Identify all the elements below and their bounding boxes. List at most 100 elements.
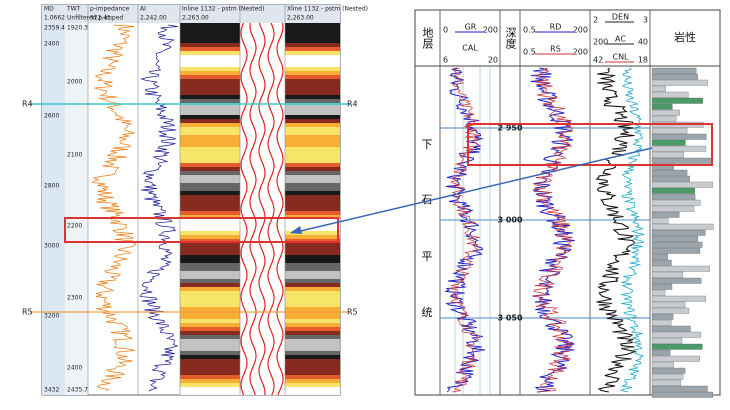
md-label: 3432	[44, 387, 59, 394]
seismic-band	[180, 335, 240, 339]
seismic-band	[285, 83, 340, 87]
strata-char: 统	[422, 306, 433, 319]
seismic-band	[180, 203, 240, 207]
seismic-band	[285, 287, 340, 291]
seismic-band	[285, 367, 340, 371]
lithology-bed	[651, 229, 706, 236]
seismic-band	[180, 35, 240, 39]
scale-min: 2	[593, 16, 598, 25]
lithology-bed	[651, 349, 671, 356]
seismic-band	[285, 327, 340, 331]
seismic-band	[180, 299, 240, 303]
lithology-bed	[651, 85, 666, 92]
lithology-bed	[651, 283, 673, 290]
column-subheader: 2,263.00	[287, 15, 314, 22]
seismic-band	[285, 299, 340, 303]
seismic-band	[180, 207, 240, 211]
marker-label: R5	[347, 308, 358, 317]
seismic-band	[180, 139, 240, 143]
seismic-band	[285, 283, 340, 287]
seismic-band	[180, 83, 240, 87]
lithology-bed	[651, 223, 714, 230]
lithology-bed	[651, 319, 672, 326]
seismic-band	[285, 191, 340, 195]
md-label: 2359.4	[44, 25, 65, 32]
seismic-band	[180, 99, 240, 103]
seismic-band	[180, 143, 240, 147]
seismic-band	[180, 179, 240, 183]
seismic-band	[285, 391, 340, 395]
seismic-band	[285, 123, 340, 127]
lithology-bed	[651, 199, 701, 206]
strata-char: 下	[422, 138, 433, 151]
seismic-band	[180, 163, 240, 167]
seismic-band	[180, 295, 240, 299]
seismic-band	[285, 255, 340, 259]
twt-label: 2400	[67, 365, 82, 372]
lithology-bed	[651, 181, 713, 188]
seismic-band	[180, 107, 240, 111]
strata-char: 石	[422, 193, 433, 206]
seismic-band	[285, 35, 340, 39]
seismic-band	[180, 39, 240, 43]
lithology-bed	[651, 211, 680, 218]
twt-label: 2100	[67, 152, 82, 159]
seismic-band	[285, 179, 340, 183]
seismic-band	[180, 115, 240, 119]
seismic-band	[180, 383, 240, 387]
seismic-band	[180, 123, 240, 127]
scale-max: 40	[638, 38, 648, 47]
seismic-band	[285, 339, 340, 343]
seismic-band	[285, 51, 340, 55]
impedance-curve	[91, 24, 137, 392]
lithology-bed	[651, 331, 702, 338]
twt-label: 1920.3	[67, 25, 88, 32]
seismic-band	[285, 187, 340, 191]
seismic-band	[285, 331, 340, 335]
seismic-band	[180, 323, 240, 327]
seismic-band	[285, 79, 340, 83]
seismic-band	[285, 87, 340, 91]
seismic-band	[285, 139, 340, 143]
lithology-bed	[651, 337, 683, 344]
seismic-band	[285, 183, 340, 187]
scale-min: 200	[593, 38, 608, 47]
column-subheader: 2,242.00	[140, 15, 167, 22]
seismic-band	[285, 323, 340, 327]
column-header: 深度	[504, 27, 517, 50]
seismic-band	[180, 231, 240, 235]
column-header: p-impedance	[90, 6, 130, 13]
seismic-band	[180, 247, 240, 251]
depth-label: 3 050	[497, 314, 522, 323]
column-subheader: 2,263.00	[182, 15, 209, 22]
seismic-band	[180, 291, 240, 295]
seismic-band	[285, 119, 340, 123]
seismic-band	[285, 151, 340, 155]
seismic-band	[180, 135, 240, 139]
lithology-bed	[651, 289, 666, 296]
curve-name: GR	[465, 23, 477, 32]
seismic-band	[180, 51, 240, 55]
seismic-band	[285, 159, 340, 163]
seismic-band	[285, 127, 340, 131]
seismic-band	[285, 347, 340, 351]
lithology-bed	[651, 151, 684, 158]
seismic-band	[180, 191, 240, 195]
seismic-band	[180, 287, 240, 291]
seismic-band	[285, 335, 340, 339]
arrow-head	[290, 226, 302, 234]
seismic-band	[285, 291, 340, 295]
seismic-band	[285, 59, 340, 63]
seismic-band	[285, 91, 340, 95]
scale-max: 18	[638, 56, 648, 65]
seismic-band	[285, 343, 340, 347]
scale-min: 0.5	[523, 48, 536, 57]
seismic-band	[285, 235, 340, 239]
seismic-band	[285, 363, 340, 367]
lithology-bed	[651, 127, 688, 134]
seismic-band	[285, 303, 340, 307]
seismic-band	[285, 219, 340, 223]
seismic-band	[285, 27, 340, 31]
seismic-band	[285, 307, 340, 311]
seismic-band	[180, 355, 240, 359]
